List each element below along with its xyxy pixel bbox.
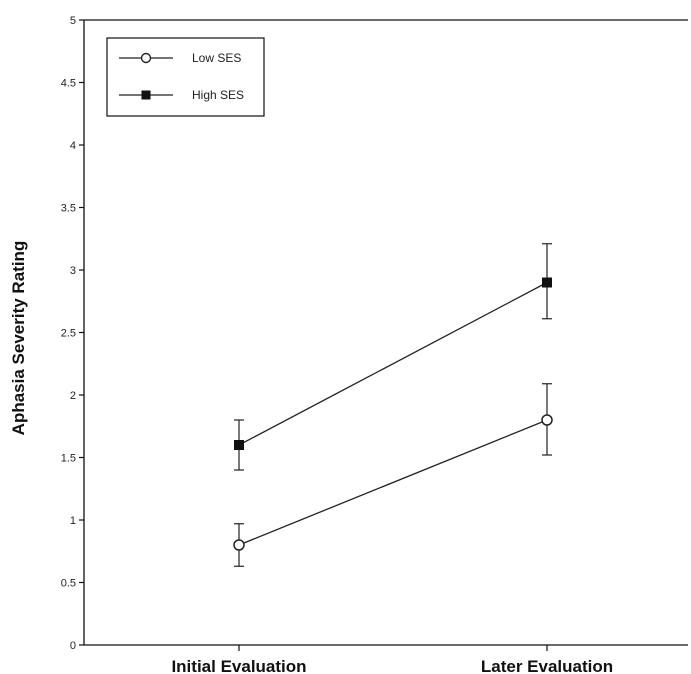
y-tick-label: 1.5 bbox=[61, 453, 76, 465]
y-tick-label: 2.5 bbox=[61, 328, 76, 340]
legend-label-low-ses: Low SES bbox=[192, 51, 241, 65]
data-point bbox=[541, 414, 553, 426]
data-point bbox=[234, 440, 244, 450]
y-tick-label: 5 bbox=[70, 15, 76, 27]
x-tick-label: Initial Evaluation bbox=[171, 657, 306, 674]
legend-marker-low-ses bbox=[140, 52, 152, 64]
series-layer bbox=[233, 243, 553, 567]
series-low-ses bbox=[233, 383, 553, 567]
y-tick-label: 4.5 bbox=[61, 78, 76, 90]
x-axis-ticks: Initial Evaluation Later Evaluation bbox=[171, 645, 613, 674]
y-tick-label: 0.5 bbox=[61, 578, 76, 590]
series-high-ses bbox=[234, 243, 552, 471]
y-tick-label: 3.5 bbox=[61, 203, 76, 215]
y-axis-label: Aphasia Severity Rating bbox=[9, 241, 28, 436]
x-tick-label: Later Evaluation bbox=[481, 657, 613, 674]
series-line bbox=[238, 419, 548, 546]
data-point bbox=[233, 539, 245, 551]
y-tick-label: 1 bbox=[70, 515, 76, 527]
y-tick-label: 0 bbox=[70, 640, 76, 652]
series-line bbox=[238, 281, 548, 446]
y-axis-ticks: 0 0.5 1 1.5 2 2.5 3 3.5 4 4.5 5 bbox=[61, 15, 84, 652]
y-tick-label: 3 bbox=[70, 265, 76, 277]
legend: Low SES High SES bbox=[106, 37, 265, 117]
data-point bbox=[542, 277, 552, 288]
legend-marker-high-ses bbox=[141, 90, 151, 100]
legend-label-high-ses: High SES bbox=[192, 88, 244, 102]
legend-box bbox=[106, 37, 265, 117]
y-tick-label: 4 bbox=[70, 140, 76, 152]
y-tick-label: 2 bbox=[70, 390, 76, 402]
